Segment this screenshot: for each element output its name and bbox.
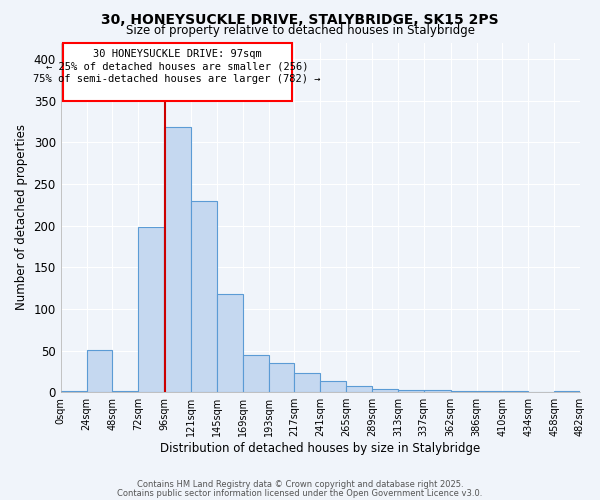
Bar xyxy=(217,294,243,392)
Bar xyxy=(112,390,138,392)
X-axis label: Distribution of detached houses by size in Stalybridge: Distribution of detached houses by size … xyxy=(160,442,481,455)
Text: 30 HONEYSUCKLE DRIVE: 97sqm: 30 HONEYSUCKLE DRIVE: 97sqm xyxy=(92,49,262,59)
Bar xyxy=(346,386,372,392)
FancyBboxPatch shape xyxy=(63,42,292,101)
Bar xyxy=(295,373,320,392)
Bar xyxy=(269,363,295,392)
Text: Contains public sector information licensed under the Open Government Licence v3: Contains public sector information licen… xyxy=(118,488,482,498)
Bar xyxy=(164,128,191,392)
Bar xyxy=(451,390,476,392)
Bar xyxy=(372,389,398,392)
Text: 30, HONEYSUCKLE DRIVE, STALYBRIDGE, SK15 2PS: 30, HONEYSUCKLE DRIVE, STALYBRIDGE, SK15… xyxy=(101,12,499,26)
Bar xyxy=(398,390,424,392)
Bar xyxy=(243,354,269,392)
Text: ← 25% of detached houses are smaller (256): ← 25% of detached houses are smaller (25… xyxy=(46,62,308,72)
Bar xyxy=(554,390,580,392)
Y-axis label: Number of detached properties: Number of detached properties xyxy=(15,124,28,310)
Bar xyxy=(424,390,451,392)
Text: 75% of semi-detached houses are larger (782) →: 75% of semi-detached houses are larger (… xyxy=(33,74,321,84)
Bar xyxy=(320,380,346,392)
Text: Contains HM Land Registry data © Crown copyright and database right 2025.: Contains HM Land Registry data © Crown c… xyxy=(137,480,463,489)
Bar xyxy=(86,350,112,392)
Text: Size of property relative to detached houses in Stalybridge: Size of property relative to detached ho… xyxy=(125,24,475,37)
Bar xyxy=(191,200,217,392)
Bar xyxy=(138,228,164,392)
